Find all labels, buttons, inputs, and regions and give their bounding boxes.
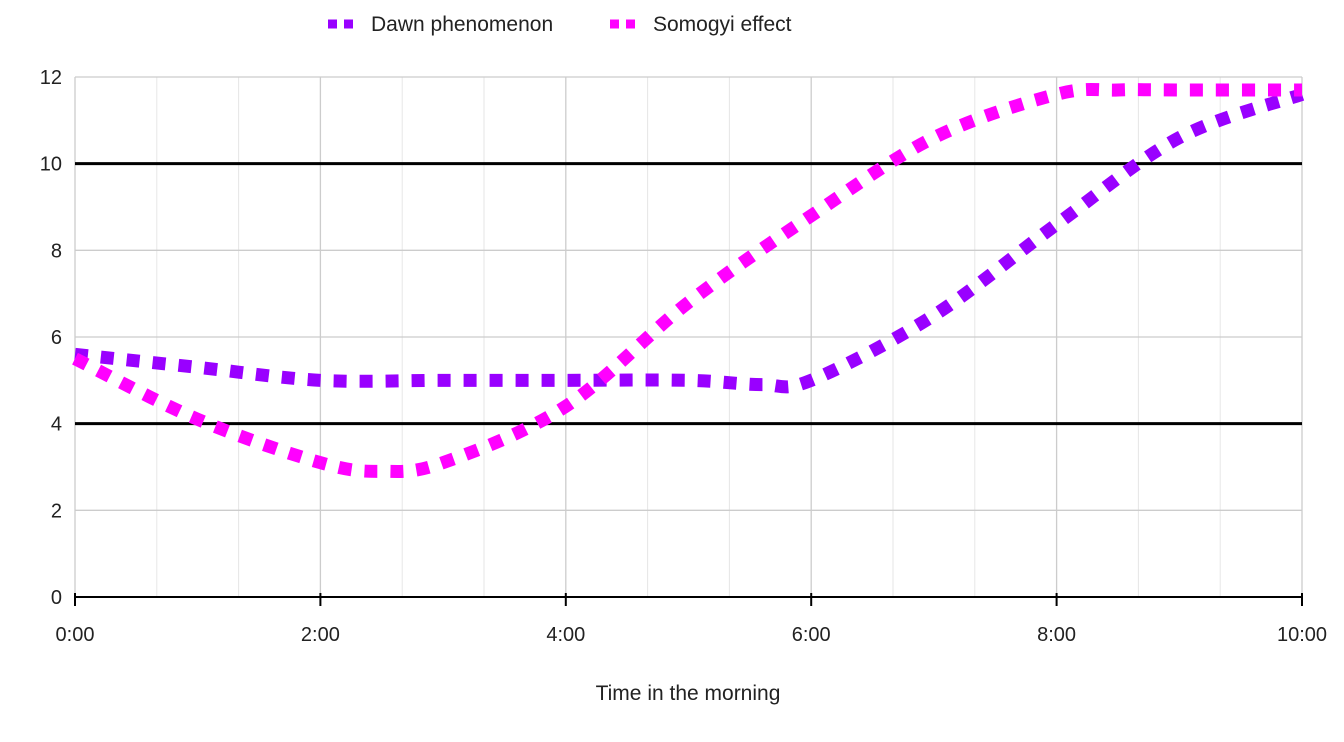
reference-lines [75,162,1302,426]
legend-label: Dawn phenomenon [371,13,553,36]
x-tick-label: 0:00 [56,624,95,646]
legend-label: Somogyi effect [653,13,792,36]
y-tick-labels: 0 2 4 6 8 10 12 [40,67,62,609]
y-tick-label: 8 [51,240,62,262]
legend-item-somogyi-effect[interactable]: Somogyi effect [610,13,792,36]
y-tick-label: 10 [40,154,62,176]
legend-item-dawn-phenomenon[interactable]: Dawn phenomenon [328,13,553,36]
x-tick-label: 10:00 [1277,624,1327,646]
series-line-somogyi-effect [72,82,1302,479]
series-line-dawn-phenomenon [74,88,1305,394]
y-tick-label: 4 [51,414,62,436]
axes [74,593,1303,606]
x-tick-label: 2:00 [301,624,340,646]
x-tick-labels: 0:00 2:00 4:00 6:00 8:00 10:00 [56,624,1328,646]
major-gridlines [74,76,1303,598]
y-tick-label: 0 [51,587,62,609]
legend[interactable]: Dawn phenomenon Somogyi effect [328,13,792,36]
x-tick-label: 6:00 [792,624,831,646]
y-tick-label: 6 [51,327,62,349]
series-lines [72,82,1305,479]
x-axis-title: Time in the morning [596,682,781,705]
y-tick-label: 12 [40,67,62,89]
x-tick-label: 8:00 [1037,624,1076,646]
x-tick-label: 4:00 [546,624,585,646]
y-tick-label: 2 [51,500,62,522]
